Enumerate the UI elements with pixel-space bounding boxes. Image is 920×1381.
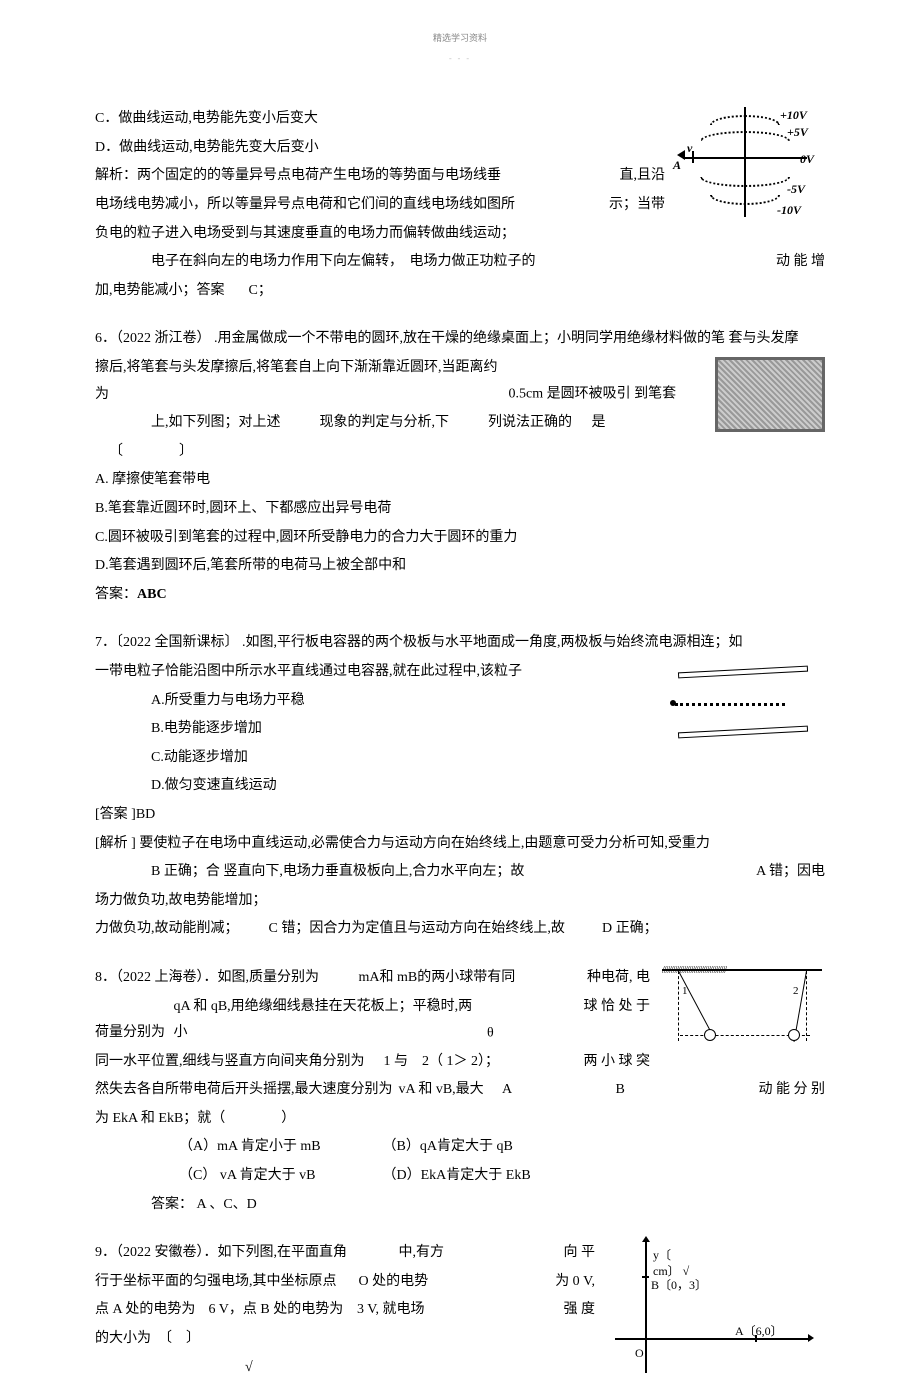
figure-field-lines: +10V +5V 0V -5V -10V A v xyxy=(675,101,825,226)
figure-coordinate: y〔 cm〕 √ B〔0，3〕 A〔6,0〕 O xyxy=(605,1238,825,1378)
q6-bracket: 〔 〕 xyxy=(95,439,825,466)
q6-opt-a: A. 摩擦使笔套带电 xyxy=(95,467,825,494)
q7-head: 7．〔2022 全国新课标〕 .如图,平行板电容器的两个极板与水平地面成一角度,… xyxy=(95,630,825,657)
q7-analysis-2: B 正确；合 竖直向下,电场力垂直极板向上,合力水平向左；故 A 错；因电 xyxy=(95,859,825,886)
page-header-sub: - - - xyxy=(95,51,825,66)
figure-pendulum: //////////////////////////////////// 1 2 xyxy=(660,967,825,1067)
q7-opt-d: D.做匀变速直线运动 xyxy=(95,773,825,800)
q6-opt-b: B.笔套靠近圆环时,圆环上、下都感应出异号电荷 xyxy=(95,496,825,523)
q8-line4: 然失去各自所带电荷后开头摇摆,最大速度分别为 vA 和 vB,最大 A B 动 … xyxy=(95,1077,825,1104)
q7-analysis-1: [解析 ] 要使粒子在电场中直线运动,必需使合力与运动方向在始终线上,由题意可受… xyxy=(95,831,825,858)
q5-analysis-5: 加,电势能减小；答案 C； xyxy=(95,278,825,305)
figure-pen-ring xyxy=(715,357,825,432)
figure-capacitor xyxy=(660,661,825,751)
q7-analysis-3: 场力做负功,故电势能增加； xyxy=(95,888,825,915)
q6-opt-c: C.圆环被吸引到笔套的过程中,圆环所受静电力的合力大于圆环的重力 xyxy=(95,525,825,552)
q7-answer: [答案 ]BD xyxy=(95,802,825,829)
q5-analysis-4: 电子在斜向左的电场力作用下向左偏转， 电场力做正功粒子的 动 能 增 xyxy=(95,249,825,276)
q8-answer: 答案： A 、C、D xyxy=(95,1192,825,1219)
q7-analysis-4: 力做负功,故动能削减； C 错；因合力为定值且与运动方向在始终线上,故 D 正确… xyxy=(95,916,825,943)
q6-answer: 答案：ABC xyxy=(95,582,825,609)
q6-opt-d: D.笔套遇到圆环后,笔套所带的电荷马上被全部中和 xyxy=(95,553,825,580)
q6-head: 6．（2022 浙江卷） .用金属做成一个不带电的圆环,放在干燥的绝缘桌面上；小… xyxy=(95,326,825,353)
page-header-top: 精选学习资料 xyxy=(95,30,825,47)
q8-line5: 为 EkA 和 EkB；就（ ） xyxy=(95,1106,825,1133)
q8-opts-cd: （C） vA 肯定大于 vB （D）EkA肯定大于 EkB xyxy=(95,1163,825,1190)
q8-opts-ab: （A）mA 肯定小于 mB （B）qA肯定大于 qB xyxy=(95,1134,825,1161)
